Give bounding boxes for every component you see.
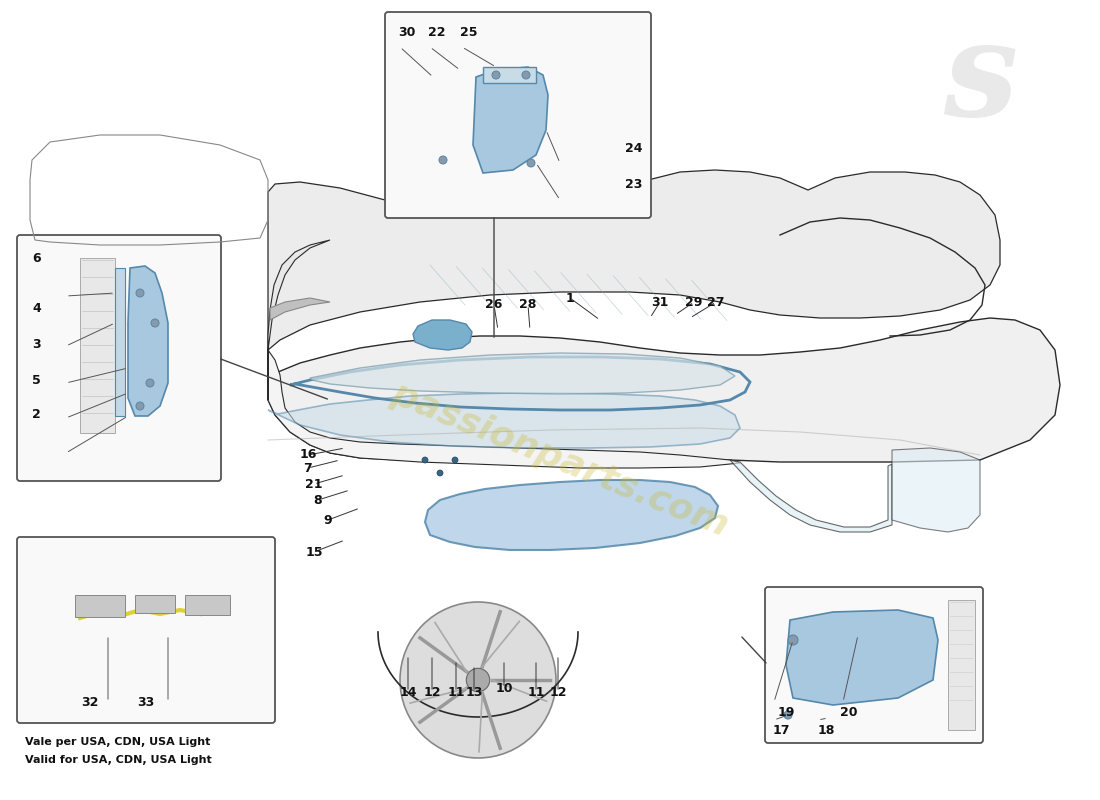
Text: 26: 26	[485, 298, 503, 311]
Polygon shape	[948, 600, 975, 730]
FancyBboxPatch shape	[16, 537, 275, 723]
Polygon shape	[116, 268, 125, 416]
Text: 4: 4	[32, 302, 41, 314]
Circle shape	[788, 635, 798, 645]
Circle shape	[422, 457, 428, 463]
Text: 32: 32	[81, 695, 99, 709]
Text: 1: 1	[565, 291, 574, 305]
Circle shape	[466, 668, 490, 692]
Text: 14: 14	[399, 686, 417, 698]
Bar	[135, 595, 175, 613]
Text: 6: 6	[32, 251, 41, 265]
Circle shape	[146, 379, 154, 387]
Text: 3: 3	[32, 338, 41, 351]
FancyBboxPatch shape	[385, 12, 651, 218]
Text: 9: 9	[323, 514, 332, 526]
Circle shape	[814, 604, 950, 740]
Text: 31: 31	[651, 295, 669, 309]
Polygon shape	[412, 320, 472, 350]
Text: 12: 12	[424, 686, 441, 698]
Text: 19: 19	[778, 706, 795, 718]
Polygon shape	[786, 610, 938, 705]
Text: 17: 17	[773, 723, 791, 737]
Circle shape	[492, 71, 500, 79]
Text: 8: 8	[314, 494, 322, 506]
FancyBboxPatch shape	[764, 587, 983, 743]
Text: 5: 5	[32, 374, 41, 386]
Polygon shape	[425, 480, 718, 550]
Text: Vale per USA, CDN, USA Light: Vale per USA, CDN, USA Light	[25, 737, 210, 747]
Polygon shape	[483, 67, 536, 83]
Text: 13: 13	[465, 686, 483, 698]
Text: 22: 22	[428, 26, 446, 38]
Text: 15: 15	[306, 546, 322, 558]
Text: 20: 20	[840, 706, 858, 718]
Polygon shape	[473, 67, 548, 173]
Circle shape	[522, 71, 530, 79]
Polygon shape	[268, 240, 330, 400]
Circle shape	[136, 402, 144, 410]
Text: passionparts.com: passionparts.com	[386, 377, 734, 543]
Text: 30: 30	[398, 26, 416, 38]
Polygon shape	[310, 353, 735, 394]
Text: 16: 16	[299, 449, 317, 462]
Circle shape	[151, 319, 160, 327]
Text: 29: 29	[685, 295, 703, 309]
Circle shape	[872, 662, 892, 682]
Text: 21: 21	[306, 478, 322, 490]
Text: 10: 10	[495, 682, 513, 694]
Circle shape	[439, 156, 447, 164]
Polygon shape	[268, 170, 1000, 350]
Text: 12: 12	[549, 686, 566, 698]
Text: 27: 27	[707, 295, 725, 309]
Circle shape	[784, 711, 792, 719]
Circle shape	[437, 470, 443, 476]
Bar	[75, 595, 125, 617]
Text: 23: 23	[625, 178, 642, 191]
Polygon shape	[80, 258, 116, 433]
Polygon shape	[268, 350, 740, 468]
Circle shape	[400, 602, 556, 758]
Circle shape	[452, 457, 458, 463]
Circle shape	[136, 289, 144, 297]
Polygon shape	[730, 460, 892, 532]
Polygon shape	[268, 393, 740, 448]
Text: 7: 7	[304, 462, 312, 474]
Text: 18: 18	[818, 723, 835, 737]
FancyBboxPatch shape	[16, 235, 221, 481]
Text: 33: 33	[138, 695, 155, 709]
Text: s: s	[943, 15, 1018, 145]
Text: Valid for USA, CDN, USA Light: Valid for USA, CDN, USA Light	[25, 755, 211, 765]
Text: 11: 11	[448, 686, 464, 698]
Text: 2: 2	[32, 409, 41, 422]
Polygon shape	[892, 448, 980, 532]
Circle shape	[527, 159, 535, 167]
Polygon shape	[268, 318, 1060, 462]
Polygon shape	[270, 298, 330, 320]
Text: 11: 11	[527, 686, 544, 698]
Bar	[185, 595, 230, 615]
Text: 25: 25	[460, 26, 477, 38]
Text: 24: 24	[625, 142, 642, 154]
Text: 28: 28	[519, 298, 537, 311]
Polygon shape	[128, 266, 168, 416]
